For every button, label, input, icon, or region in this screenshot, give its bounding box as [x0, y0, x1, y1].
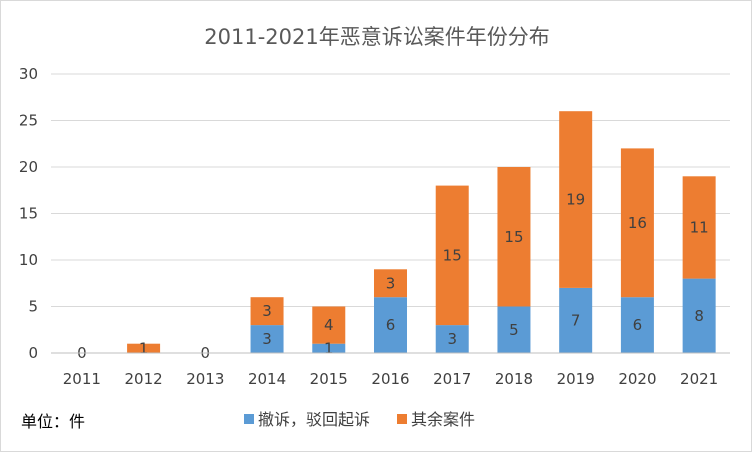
data-label: 3 [447, 330, 457, 348]
y-tick-label: 0 [28, 344, 38, 362]
chart-title: 2011-2021年恶意诉讼案件年份分布 [204, 25, 549, 49]
x-tick-label: 2021 [680, 370, 718, 388]
data-label: 1 [139, 339, 149, 357]
x-tick-label: 2013 [186, 370, 224, 388]
y-tick-label: 30 [19, 65, 38, 83]
data-label: 3 [262, 330, 272, 348]
legend-label: 其余案件 [411, 410, 475, 429]
data-label: 3 [262, 302, 272, 320]
y-tick-label: 15 [19, 205, 38, 223]
bar-withdrawn-2016 [374, 297, 407, 353]
bar-other-2015 [312, 306, 346, 344]
x-tick-label: 2014 [248, 370, 286, 388]
x-tick-label: 2017 [433, 370, 471, 388]
y-tick-label: 10 [19, 251, 38, 269]
bar-withdrawn-2019 [559, 287, 593, 353]
data-label: 3 [386, 274, 396, 292]
bar-other-2012 [127, 343, 161, 353]
data-label: 16 [628, 214, 647, 232]
data-label: 19 [566, 191, 585, 209]
bar-other-2017 [435, 185, 469, 326]
data-label: 6 [633, 316, 643, 334]
data-label: 8 [694, 307, 704, 325]
data-label: 5 [509, 321, 519, 339]
legend-swatch [397, 414, 407, 424]
bar-other-2021 [682, 176, 716, 279]
x-tick-label: 2019 [557, 370, 595, 388]
unit-label: 单位：件 [21, 412, 85, 431]
x-tick-label: 2015 [310, 370, 348, 388]
bar-other-2016 [374, 269, 407, 298]
data-label: 6 [386, 316, 396, 334]
bar-withdrawn-2021 [682, 278, 716, 353]
x-tick-label: 2012 [124, 370, 162, 388]
bar-withdrawn-2018 [497, 306, 531, 353]
bar-withdrawn-2014 [250, 325, 284, 353]
bar-other-2020 [620, 148, 654, 298]
y-tick-label: 20 [19, 158, 38, 176]
bar-other-2018 [497, 167, 531, 307]
x-tick-label: 2020 [618, 370, 656, 388]
legend-label: 撤诉，驳回起诉 [258, 410, 370, 429]
data-label: 15 [443, 246, 462, 264]
x-tick-label: 2016 [371, 370, 409, 388]
data-label: 11 [690, 218, 709, 236]
data-label: 7 [571, 311, 581, 329]
x-tick-label: 2018 [495, 370, 533, 388]
bar-withdrawn-2015 [312, 343, 346, 353]
x-tick-label: 2011 [63, 370, 101, 388]
y-tick-label: 25 [19, 112, 38, 130]
bar-other-2014 [250, 297, 284, 326]
data-label: 1 [324, 339, 334, 357]
legend-swatch [244, 414, 254, 424]
bar-withdrawn-2017 [435, 325, 469, 353]
bar-other-2019 [559, 111, 593, 288]
data-label: 15 [504, 228, 523, 246]
data-label: 4 [324, 316, 334, 334]
bar-withdrawn-2020 [620, 297, 654, 353]
y-tick-label: 5 [28, 298, 38, 316]
